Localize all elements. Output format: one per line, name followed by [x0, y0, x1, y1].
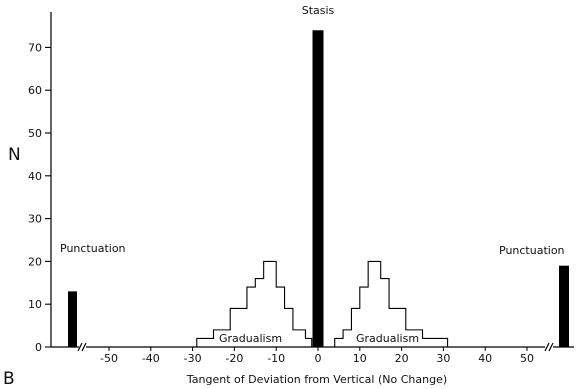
gradualism-right-histogram	[334, 260, 449, 347]
y-tick-label: 60	[28, 84, 42, 97]
punctuation-label-right: Punctuation	[499, 244, 565, 257]
y-axis-ticks: 0 10 20 30 40 50 60 70	[28, 41, 51, 354]
x-tick-label: -10	[267, 352, 285, 365]
right-axis-break-mark	[544, 342, 554, 352]
y-tick-label: 50	[28, 127, 42, 140]
left-axis-break-mark	[77, 342, 87, 352]
gradualism-left-histogram	[196, 260, 313, 347]
gradualism-label-left: Gradualism	[219, 332, 282, 345]
x-tick-label: -20	[225, 352, 243, 365]
y-tick-label: 10	[28, 298, 42, 311]
x-tick-label: -50	[100, 352, 118, 365]
x-tick-label: 50	[520, 352, 534, 365]
punctuation-bar-right	[559, 265, 569, 347]
x-tick-label: 40	[478, 352, 492, 365]
y-axis-label: N	[8, 145, 21, 165]
y-tick-label: 70	[28, 41, 42, 54]
x-axis-label: Tangent of Deviation from Vertical (No C…	[186, 373, 447, 386]
stasis-label: Stasis	[302, 4, 335, 17]
y-tick-label: 30	[28, 213, 42, 226]
chart-marks	[68, 30, 569, 348]
punctuation-label-left: Punctuation	[60, 242, 126, 255]
stasis-bar	[312, 30, 324, 348]
x-tick-label: 10	[353, 352, 367, 365]
x-tick-label: 0	[315, 352, 322, 365]
gradualism-label-right: Gradualism	[356, 332, 419, 345]
x-tick-label: -30	[184, 352, 202, 365]
y-tick-label: 0	[35, 341, 42, 354]
x-tick-label: 30	[436, 352, 450, 365]
x-tick-label: -40	[142, 352, 160, 365]
y-tick-label: 40	[28, 170, 42, 183]
y-tick-label: 20	[28, 255, 42, 268]
punctuation-bar-left	[68, 291, 77, 347]
x-axis-ticks: -50 -40 -30 -20 -10 0 10 20 30 40 50	[100, 347, 534, 365]
x-tick-label: 20	[395, 352, 409, 365]
panel-label: B	[3, 369, 15, 389]
